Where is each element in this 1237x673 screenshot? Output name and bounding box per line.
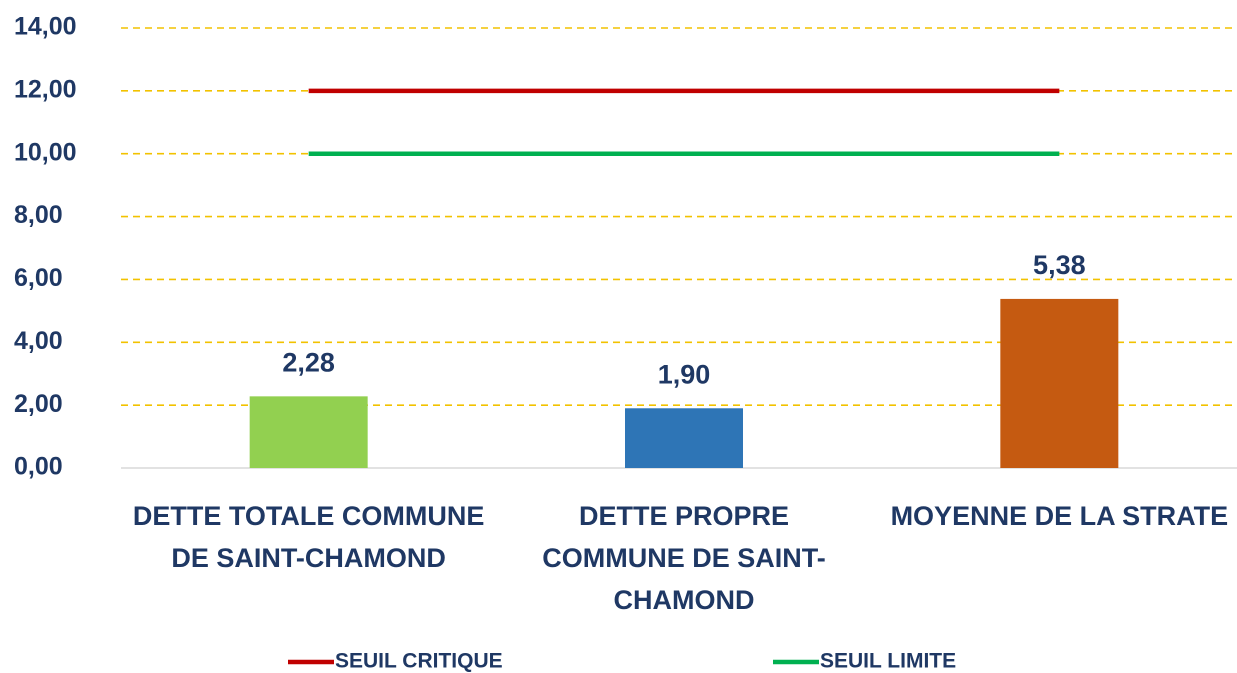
x-tick-label: MOYENNE DE LA STRATE: [890, 501, 1229, 531]
value-label: 2,28: [282, 347, 335, 377]
x-tick-label: DETTE TOTALE COMMUNE DE SAINT-CHAMOND: [132, 501, 485, 573]
y-tick-label: 0,00: [14, 453, 63, 481]
y-tick-label: 6,00: [14, 264, 63, 292]
x-tick-label: DETTE PROPRE COMMUNE DE SAINT-CHAMOND: [542, 501, 826, 615]
value-label: 5,38: [1033, 250, 1086, 280]
legend-label: SEUIL LIMITE: [820, 650, 956, 673]
value-label: 1,90: [658, 359, 711, 389]
bar: [249, 396, 368, 468]
y-tick-label: 14,00: [14, 13, 77, 41]
y-tick-label: 12,00: [14, 75, 77, 103]
bar: [625, 408, 743, 468]
bar: [1000, 298, 1119, 468]
y-tick-label: 4,00: [14, 327, 63, 355]
y-tick-label: 10,00: [14, 138, 77, 166]
legend-label: SEUIL CRITIQUE: [335, 650, 503, 673]
y-tick-label: 2,00: [14, 390, 63, 418]
y-tick-label: 8,00: [14, 201, 63, 229]
